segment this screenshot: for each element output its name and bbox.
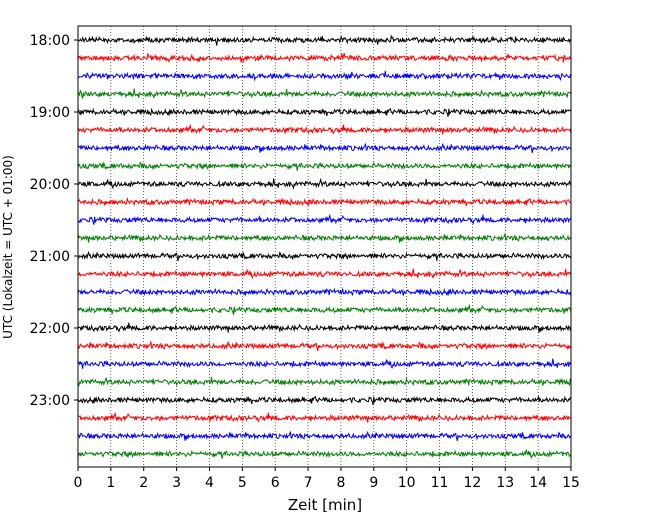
x-tick-label-6: 6 bbox=[271, 475, 280, 491]
x-tick-label-15: 15 bbox=[562, 475, 580, 491]
x-axis-label: Zeit [min] bbox=[288, 496, 362, 514]
x-axis: 0 1 2 3 4 5 6 7 8 9 10 11 12 13 14 15 bbox=[74, 467, 580, 491]
traces-layer bbox=[77, 34, 572, 460]
trace-20:15 bbox=[77, 196, 572, 207]
x-tick-label-12: 12 bbox=[463, 475, 481, 491]
y-tick-label-22:00: 22:00 bbox=[30, 321, 70, 337]
trace-22:15 bbox=[77, 340, 572, 352]
trace-21:30 bbox=[77, 287, 572, 297]
x-tick-label-2: 2 bbox=[139, 475, 148, 491]
y-tick-label-23:00: 23:00 bbox=[30, 393, 70, 409]
trace-21:45 bbox=[77, 303, 572, 315]
trace-18:30 bbox=[77, 70, 572, 82]
y-tick-label-19:00: 19:00 bbox=[30, 105, 70, 121]
trace-18:00 bbox=[77, 34, 572, 46]
x-tick-label-11: 11 bbox=[431, 475, 449, 491]
y-axis-label: UTC (Lokalzeit = UTC + 01:00) bbox=[1, 155, 15, 339]
trace-21:15 bbox=[77, 268, 572, 280]
x-tick-label-13: 13 bbox=[496, 475, 514, 491]
y-tick-label-18:00: 18:00 bbox=[30, 33, 70, 49]
y-tick-label-20:00: 20:00 bbox=[30, 177, 70, 193]
trace-22:30 bbox=[77, 358, 572, 370]
x-tick-label-7: 7 bbox=[304, 475, 313, 491]
trace-20:30 bbox=[77, 213, 572, 225]
trace-23:45 bbox=[77, 449, 572, 460]
trace-23:30 bbox=[77, 430, 572, 442]
trace-22:45 bbox=[77, 376, 572, 387]
trace-23:15 bbox=[77, 411, 572, 423]
x-tick-label-0: 0 bbox=[74, 475, 83, 491]
plot-frame bbox=[77, 25, 572, 468]
trace-20:00 bbox=[77, 177, 572, 190]
trace-18:45 bbox=[77, 88, 572, 99]
x-tick-label-10: 10 bbox=[398, 475, 416, 491]
x-tick-label-9: 9 bbox=[369, 475, 378, 491]
x-tick-label-1: 1 bbox=[106, 475, 115, 491]
trace-19:30 bbox=[77, 142, 572, 154]
trace-23:00 bbox=[77, 395, 572, 405]
x-tick-label-3: 3 bbox=[172, 475, 181, 491]
trace-22:00 bbox=[77, 322, 572, 333]
trace-20:45 bbox=[77, 233, 572, 243]
x-tick-label-8: 8 bbox=[336, 475, 345, 491]
y-tick-label-21:00: 21:00 bbox=[30, 249, 70, 265]
trace-18:15 bbox=[77, 52, 572, 64]
trace-19:45 bbox=[77, 161, 572, 171]
trace-19:15 bbox=[77, 123, 572, 135]
trace-19:00 bbox=[77, 107, 572, 117]
x-tick-label-4: 4 bbox=[205, 475, 214, 491]
y-axis: 18:00 19:00 20:00 21:00 22:00 23:00 bbox=[30, 33, 78, 409]
trace-21:00 bbox=[77, 250, 571, 262]
x-tick-label-14: 14 bbox=[529, 475, 547, 491]
x-tick-label-5: 5 bbox=[238, 475, 247, 491]
